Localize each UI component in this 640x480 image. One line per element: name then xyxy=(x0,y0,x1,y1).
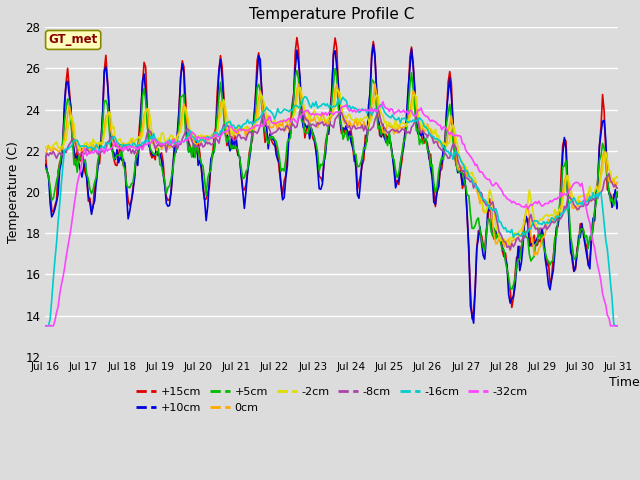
X-axis label: Time: Time xyxy=(609,376,639,389)
Legend: +15cm, +10cm, +5cm, 0cm, -2cm, -8cm, -16cm, -32cm: +15cm, +10cm, +5cm, 0cm, -2cm, -8cm, -16… xyxy=(132,383,532,417)
Text: GT_met: GT_met xyxy=(49,34,98,47)
Title: Temperature Profile C: Temperature Profile C xyxy=(249,7,415,22)
Y-axis label: Temperature (C): Temperature (C) xyxy=(7,141,20,243)
